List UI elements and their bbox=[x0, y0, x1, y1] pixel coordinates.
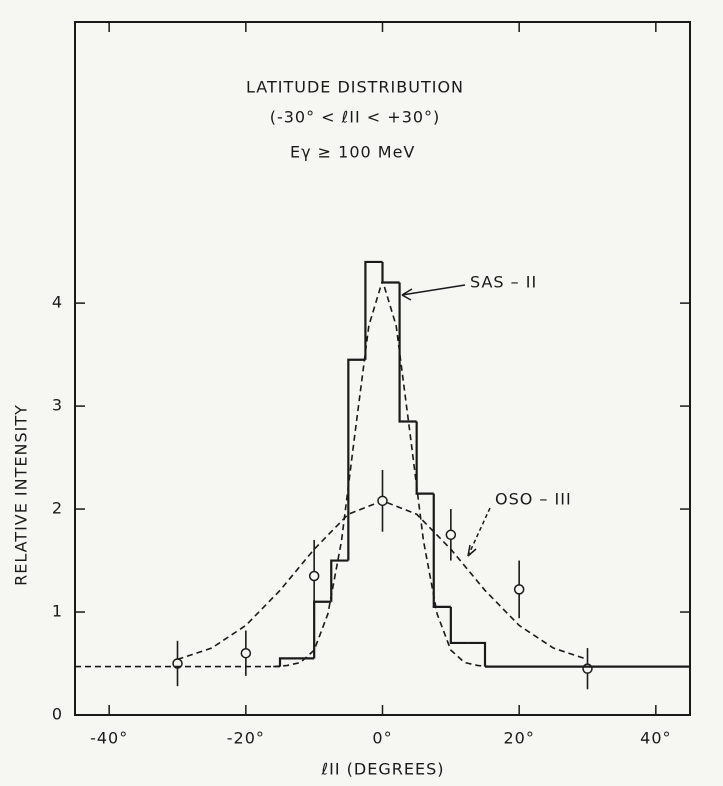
annotation-arrow-head bbox=[467, 544, 477, 557]
y-tick-label: 2 bbox=[52, 499, 63, 518]
annotation: OSO – III bbox=[495, 490, 572, 509]
x-axis-label: ℓII (DEGREES) bbox=[321, 760, 445, 779]
data-point bbox=[308, 570, 320, 582]
histogram-bar bbox=[467, 641, 487, 667]
y-tick-label: 0 bbox=[52, 705, 63, 724]
data-point bbox=[445, 529, 457, 541]
y-tick-label: 1 bbox=[52, 602, 63, 621]
line bbox=[273, 277, 492, 668]
histogram-bar bbox=[347, 358, 366, 561]
y-tick-label: 4 bbox=[52, 293, 63, 312]
x-tick-label: 20° bbox=[503, 729, 534, 748]
data-point bbox=[172, 658, 183, 669]
chart-subtitle: (-30° < ℓII < +30°) bbox=[270, 108, 441, 127]
data-point bbox=[240, 647, 252, 659]
x-tick-label: -40° bbox=[90, 729, 128, 748]
annotation: SAS – II bbox=[470, 273, 537, 292]
histogram-bar bbox=[278, 657, 298, 667]
histogram-bar bbox=[364, 260, 383, 360]
y-axis-label: RELATIVE INTENSITY bbox=[12, 404, 31, 586]
histogram-bar bbox=[330, 559, 349, 602]
energy-label: Eγ ≥ 100 MeV bbox=[290, 143, 415, 162]
y-tick-label: 3 bbox=[52, 396, 63, 415]
chart-title: LATITUDE DISTRIBUTION bbox=[246, 78, 464, 97]
data-point bbox=[377, 495, 388, 507]
annotation-arrow bbox=[467, 507, 491, 557]
x-tick-label: 0° bbox=[372, 729, 392, 748]
histogram-bar bbox=[398, 282, 417, 423]
data-point bbox=[513, 584, 525, 595]
x-tick-label: 40° bbox=[640, 729, 671, 748]
annotation-arrow bbox=[401, 284, 466, 301]
histogram-bar bbox=[415, 421, 434, 495]
x-tick-label: -20° bbox=[227, 729, 265, 748]
histogram-bar bbox=[449, 606, 468, 645]
